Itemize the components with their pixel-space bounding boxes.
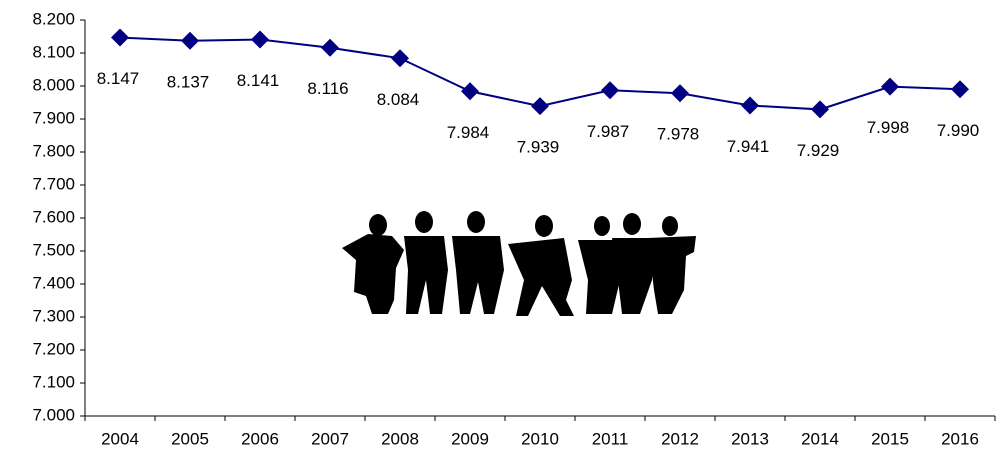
x-tick-label: 2011 — [592, 429, 629, 448]
data-label: 7.990 — [937, 121, 980, 140]
y-tick-label: 7.600 — [32, 207, 75, 226]
x-tick-label: 2005 — [171, 429, 209, 448]
x-tick-label: 2009 — [451, 429, 489, 448]
marker — [461, 82, 479, 101]
marker — [111, 28, 129, 47]
silhouettes — [342, 211, 696, 316]
x-tick-label: 2004 — [101, 429, 139, 448]
data-label: 8.116 — [307, 79, 348, 98]
marker — [321, 38, 339, 57]
y-tick-label: 7.100 — [32, 372, 75, 391]
x-tick-label: 2008 — [381, 429, 419, 448]
y-tick-label: 7.800 — [32, 141, 75, 160]
marker — [811, 100, 829, 119]
y-tick-label: 8.200 — [32, 9, 75, 28]
y-tick-label: 8.100 — [32, 42, 75, 61]
data-label: 7.978 — [657, 125, 700, 144]
x-tick-label: 2012 — [661, 429, 699, 448]
data-label: 7.998 — [867, 118, 910, 137]
y-tick-label: 7.400 — [32, 273, 75, 292]
x-tick-label: 2015 — [871, 429, 909, 448]
data-label: 8.084 — [377, 90, 420, 109]
y-tick-label: 7.300 — [32, 306, 75, 325]
marker — [671, 84, 689, 103]
x-tick-label: 2016 — [941, 429, 979, 448]
marker — [741, 96, 759, 115]
x-tick-label: 2013 — [731, 429, 769, 448]
data-label: 8.137 — [167, 72, 210, 91]
data-label: 7.929 — [797, 141, 840, 160]
marker — [881, 77, 899, 96]
data-label: 7.941 — [727, 137, 770, 156]
x-tick-label: 2014 — [801, 429, 839, 448]
data-label: 7.987 — [587, 122, 630, 141]
data-label: 7.939 — [517, 138, 560, 157]
x-tick-label: 2007 — [311, 429, 349, 448]
x-tick-label: 2010 — [521, 429, 559, 448]
y-tick-label: 7.900 — [32, 108, 75, 127]
marker — [181, 31, 199, 50]
marker — [601, 81, 619, 100]
marker — [391, 49, 409, 68]
data-label: 7.984 — [447, 123, 490, 142]
y-tick-label: 8.000 — [32, 75, 75, 94]
marker — [531, 97, 549, 116]
y-tick-label: 7.200 — [32, 339, 75, 358]
y-tick-label: 7.000 — [32, 405, 75, 424]
y-tick-label: 7.500 — [32, 240, 75, 259]
marker — [951, 80, 969, 99]
y-tick-label: 7.700 — [32, 174, 75, 193]
marker — [251, 30, 269, 49]
data-label: 8.147 — [97, 69, 140, 88]
data-label: 8.141 — [237, 71, 280, 90]
x-tick-label: 2006 — [241, 429, 279, 448]
